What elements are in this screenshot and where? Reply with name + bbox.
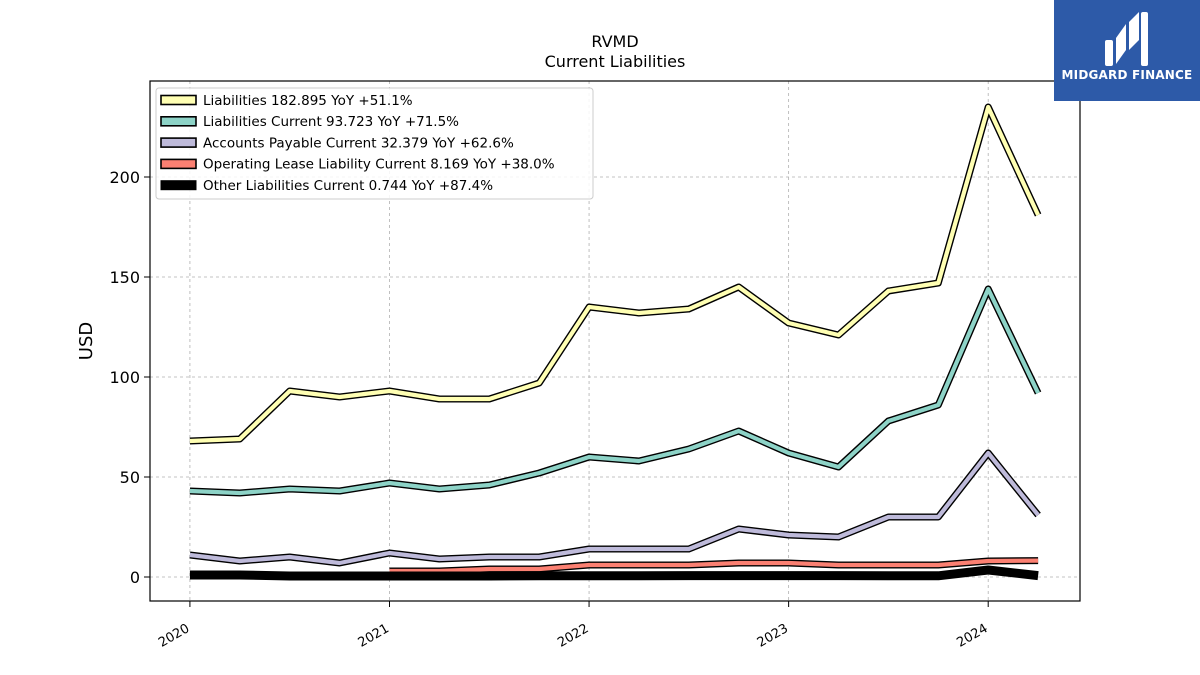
y-tick-label: 0 [130,568,140,587]
x-tick-label: 2024 [954,621,990,651]
legend: Liabilities 182.895 YoY +51.1% Liabilitie… [155,87,594,200]
y-tick-label: 200 [109,168,140,187]
legend-item-label: Operating Lease Liability Current 8.169 … [203,157,555,173]
series-accounts-payable-current-outline [189,449,1041,567]
y-tick-label: 100 [109,368,140,387]
midgard-logo-icon [1105,12,1148,66]
legend-item-label: Liabilities Current 93.723 YoY +71.5% [203,114,459,130]
series-liabilities-line [189,104,1041,444]
legend-swatch [160,180,197,191]
legend-item-label: Accounts Payable Current 32.379 YoY +62.… [203,135,514,151]
legend-swatch [160,158,197,170]
legend-swatch [160,137,197,148]
y-axis-label: USD [76,322,97,360]
x-tick-label: 2021 [356,621,392,651]
series-other-liabilities-current-outline [189,565,1039,581]
x-tick-label: 2023 [755,621,791,651]
y-tick-label: 150 [109,268,140,287]
series-liabilities-current-line [189,286,1040,496]
legend-swatch [160,94,197,106]
series-lines [189,103,1042,581]
legend-swatch [160,116,197,127]
series-operating-lease-liability-current-line [389,558,1039,574]
legend-item-label: Liabilities 182.895 YoY +51.1% [203,93,413,109]
series-accounts-payable-current-line [189,450,1040,566]
brand-logo: MIDGARD FINANCE [1054,0,1200,101]
plot-frame [149,80,1081,602]
chart-title: RVMD [591,32,638,51]
legend-item-label: Other Liabilities Current 0.744 YoY +87.… [203,178,493,194]
x-tick-label: 2020 [156,621,192,651]
brand-name: MIDGARD FINANCE [1061,68,1193,82]
legend-box [155,87,594,200]
x-tick-label: 2022 [555,621,591,651]
y-tick-label: 50 [120,468,140,487]
chart-subtitle: Current Liabilities [545,52,686,71]
